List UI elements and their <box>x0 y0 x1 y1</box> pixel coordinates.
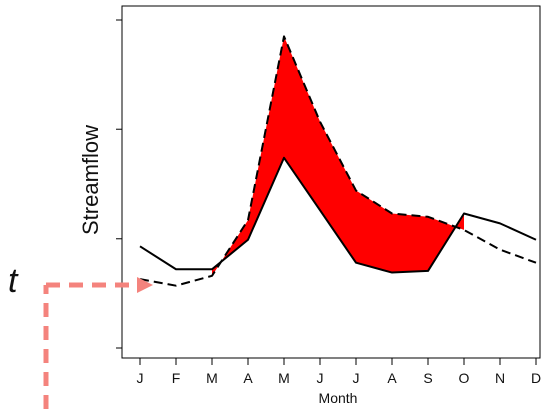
annotation-t-label: t <box>8 262 19 300</box>
lines-layer <box>139 35 537 287</box>
annotation-arrowhead <box>137 277 153 293</box>
x-axis-label: Month <box>319 390 358 406</box>
dashed-series-line <box>139 35 537 287</box>
x-tick-label: O <box>459 370 470 386</box>
solid-series-line <box>139 156 537 274</box>
x-tick-label: M <box>206 370 218 386</box>
difference-fill <box>212 36 464 276</box>
y-axis-label: Streamflow <box>78 125 103 235</box>
x-tick-label: A <box>387 370 397 386</box>
plot-axes <box>121 5 541 359</box>
x-tick-label: A <box>243 370 253 386</box>
threshold-annotation: t <box>8 262 153 409</box>
x-tick-label: N <box>495 370 505 386</box>
x-tick-label: J <box>353 370 360 386</box>
plot-frame <box>121 5 541 359</box>
x-tick-label: M <box>278 370 290 386</box>
x-tick-label: J <box>137 370 144 386</box>
fill-layer <box>212 36 464 276</box>
x-tick-label: D <box>531 370 541 386</box>
x-tick-label: F <box>172 370 181 386</box>
y-ticks <box>116 19 122 349</box>
x-tick-label: S <box>423 370 432 386</box>
x-tick-label: J <box>317 370 324 386</box>
